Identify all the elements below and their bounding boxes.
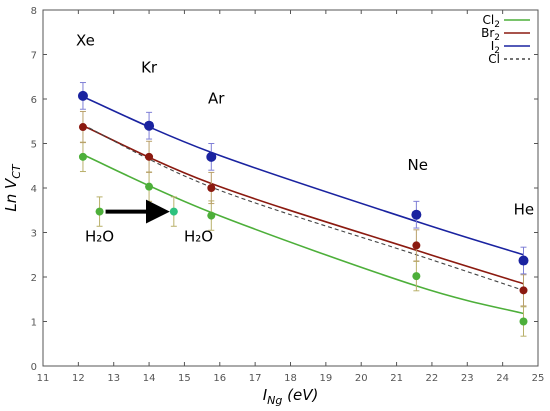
fit-curve-0 [82,153,524,315]
y-tick-label: 0 [31,362,37,373]
x-tick-label: 17 [249,373,262,384]
y-tick-label: 1 [31,318,37,329]
annotation-ar: Ar [208,89,225,107]
data-point-series-2 [144,120,155,131]
fit-curve-2 [82,96,524,256]
y-tick-label: 6 [31,95,37,106]
h2o-label: H₂O [85,227,114,245]
data-point-series-2 [77,90,88,101]
x-tick-label: 15 [178,373,191,384]
data-point-series-2 [206,151,217,162]
data-point-series-0 [78,152,87,161]
data-point-series-0 [519,317,528,326]
annotation-ne: Ne [408,156,428,174]
data-point-series-1 [412,241,421,250]
y-tick-label: 5 [31,140,37,151]
y-tick-label: 3 [31,229,37,240]
data-point-series-0 [207,211,216,220]
data-point-series-0 [412,272,421,281]
x-tick-label: 14 [143,373,156,384]
h2o-point [95,207,104,216]
fit-curve-1 [82,124,524,285]
y-tick-label: 2 [31,273,37,284]
x-tick-label: 24 [496,373,509,384]
legend-label: Cl [488,52,500,66]
x-tick-label: 11 [37,373,50,384]
data-point-series-1 [78,123,87,132]
y-tick-label: 8 [31,6,37,17]
data-point-series-2 [411,209,422,220]
data-point-series-2 [518,255,529,266]
plot-frame [42,9,539,367]
x-tick-label: 13 [107,373,120,384]
x-tick-label: 16 [213,373,226,384]
x-tick-label: 22 [426,373,439,384]
x-tick-label: 23 [461,373,474,384]
data-point-series-1 [207,184,216,192]
x-tick-label: 25 [532,373,545,384]
data-point-series-1 [145,152,154,161]
legend-label: Br2 [481,26,500,43]
data-point-series-0 [145,182,154,191]
x-tick-label: 18 [284,373,297,384]
h2o-label: H₂O [184,227,213,245]
x-tick-label: 20 [355,373,368,384]
x-tick-label: 12 [72,373,85,384]
x-tick-label: 19 [319,373,332,384]
legend-label: I2 [491,39,500,56]
legend-label: Cl2 [483,13,500,30]
annotation-he: He [514,201,535,219]
y-tick-label: 4 [31,184,37,195]
h2o-point [169,207,178,216]
data-point-series-1 [519,286,528,295]
annotation-kr: Kr [141,58,158,76]
y-tick-label: 7 [31,51,37,62]
x-tick-label: 21 [390,373,403,384]
x-axis-label: INg (eV) [263,386,319,407]
annotation-xe: Xe [76,32,95,50]
y-axis-label: Ln VCT [2,163,23,212]
